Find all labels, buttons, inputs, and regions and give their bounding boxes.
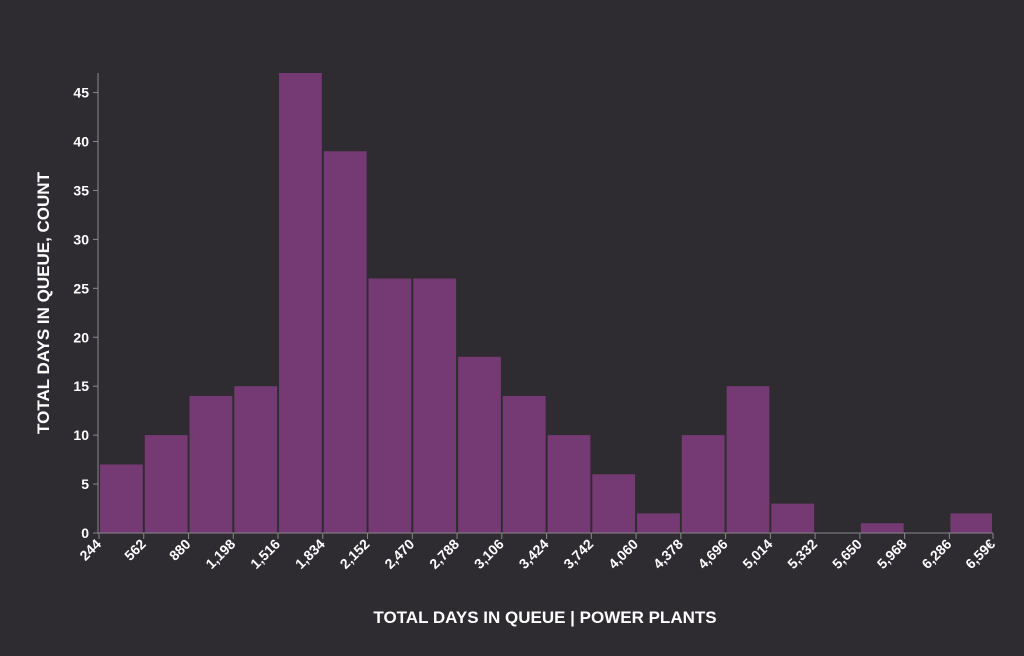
histogram-bar xyxy=(592,474,636,533)
x-axis-title: TOTAL DAYS IN QUEUE | POWER PLANTS xyxy=(373,608,716,627)
y-tick-label: 10 xyxy=(73,427,89,443)
x-tick-label: 5,968 xyxy=(874,536,910,572)
y-tick-label: 30 xyxy=(73,231,89,247)
histogram-bar xyxy=(458,356,501,533)
histogram-bar xyxy=(144,435,188,533)
x-tick-label: 3,742 xyxy=(560,536,596,572)
x-ticks-layer: 244 562 880 1,198 1,516 1,834 2,152 2,470 2,788 3… xyxy=(76,533,998,572)
x-tick-label: 4,696 xyxy=(695,536,731,572)
histogram-bar xyxy=(323,151,367,534)
x-tick-label: 1,198 xyxy=(202,536,238,572)
x-tick-label: 880 xyxy=(166,536,194,564)
x-tick-label: 5,014 xyxy=(739,536,775,572)
y-tick-label: 5 xyxy=(81,476,89,492)
x-tick-label: 4,378 xyxy=(650,536,686,572)
x-tick-label: 2,788 xyxy=(426,536,462,572)
x-tick-label: 562 xyxy=(121,536,149,564)
bars-layer xyxy=(100,73,992,534)
x-tick-label: 6,59€ xyxy=(962,536,998,572)
y-tick-label: 40 xyxy=(73,134,89,150)
histogram-bar xyxy=(279,73,322,533)
histogram-bar xyxy=(950,513,992,533)
y-tick-label: 0 xyxy=(81,525,89,541)
x-tick-label: 2,470 xyxy=(381,536,417,572)
histogram-bar xyxy=(681,435,725,533)
histogram-bar xyxy=(726,386,770,533)
y-tick-label: 15 xyxy=(73,378,89,394)
histogram-bar xyxy=(860,523,904,533)
histogram-bar xyxy=(234,386,278,533)
x-tick-label: 3,106 xyxy=(471,536,507,572)
histogram-bar xyxy=(771,503,815,533)
x-tick-label: 5,650 xyxy=(829,536,865,572)
x-tick-label: 5,332 xyxy=(784,536,820,572)
x-tick-label: 6,286 xyxy=(918,536,954,572)
y-tick-label: 25 xyxy=(73,280,89,296)
y-axis-title: TOTAL DAYS IN QUEUE, COUNT xyxy=(34,171,53,434)
histogram-bar xyxy=(502,396,546,533)
axes-layer xyxy=(97,73,993,534)
histogram-bar xyxy=(547,435,591,533)
histogram-bar xyxy=(189,396,233,533)
histogram-bar xyxy=(413,278,457,533)
x-tick-label: 3,424 xyxy=(516,536,552,572)
histogram-bar xyxy=(368,278,412,533)
y-tick-label: 20 xyxy=(73,329,89,345)
y-ticks-layer: 0 5 10 15 20 25 30 35 40 45 xyxy=(73,85,98,541)
x-tick-label: 2,152 xyxy=(337,536,373,572)
histogram-bar xyxy=(100,464,143,533)
x-tick-label: 1,516 xyxy=(247,536,283,572)
histogram-bar xyxy=(637,513,680,533)
y-tick-label: 45 xyxy=(73,85,89,101)
x-tick-label: 1,834 xyxy=(292,536,328,572)
y-tick-label: 35 xyxy=(73,182,89,198)
x-tick-label: 4,060 xyxy=(605,536,641,572)
